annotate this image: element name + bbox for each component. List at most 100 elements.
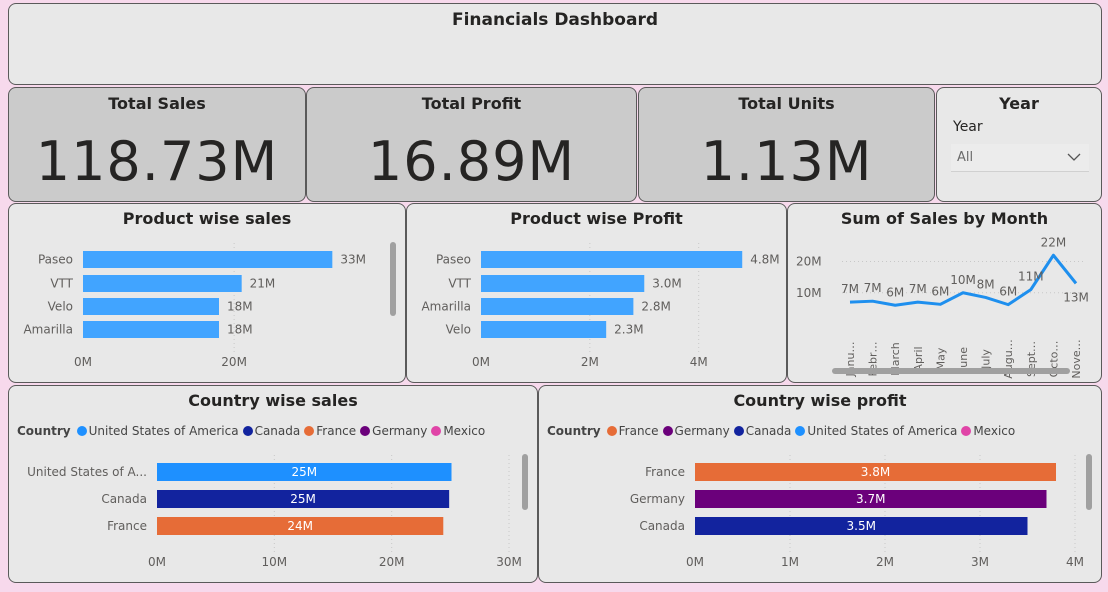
legend-item[interactable]: France: [606, 424, 659, 438]
series-line[interactable]: [849, 253, 1078, 307]
x-tick-label: 0M: [686, 555, 704, 569]
x-tick-label: July: [980, 349, 993, 370]
legend-dot-icon: [733, 426, 744, 436]
category-label: United States of A...: [27, 465, 147, 479]
country-sales-card[interactable]: Country wise sales Country United States…: [8, 385, 538, 583]
legend-label: Germany: [372, 424, 428, 438]
horizontal-scrollbar[interactable]: [832, 368, 1070, 374]
data-label: 18M: [227, 323, 253, 337]
kpi-total-units[interactable]: Total Units 1.13M: [638, 87, 935, 202]
legend: Country France Germany Canada United States…: [547, 424, 1019, 438]
legend-item[interactable]: United States of America: [795, 424, 957, 438]
data-label: 22M: [1041, 235, 1067, 249]
chart-title: Country wise sales: [188, 391, 358, 410]
year-dropdown[interactable]: All: [951, 144, 1089, 172]
bar[interactable]: [157, 463, 452, 481]
bar[interactable]: [83, 251, 333, 268]
data-label: 21M: [250, 277, 276, 291]
legend-title: Country: [17, 424, 71, 438]
bar[interactable]: [695, 517, 1028, 535]
kpi-total-sales[interactable]: Total Sales 118.73M: [8, 87, 306, 202]
bar[interactable]: [83, 275, 242, 292]
data-label: 4.8M: [750, 253, 779, 267]
x-tick-label: 30M: [496, 555, 522, 569]
x-tick-label: June: [957, 347, 970, 372]
x-tick-label: 2M: [876, 555, 894, 569]
x-tick-label: Febr…: [867, 342, 880, 377]
product-sales-card[interactable]: Product wise sales 0M 20M Paseo 33M VTT 21M Ve…: [8, 203, 406, 383]
legend-title: Country: [547, 424, 601, 438]
data-label: 6M: [999, 285, 1017, 299]
legend-item[interactable]: France: [304, 424, 356, 438]
data-label: 18M: [227, 300, 253, 314]
legend-label: France: [618, 424, 659, 438]
data-label: 24M: [287, 519, 313, 533]
x-tick-label: March: [889, 342, 902, 376]
country-profit-chart: 0M 1M 2M 3M 4M France 3.8M Germany 3.7M Canada 3.5…: [630, 455, 1084, 569]
bar[interactable]: [481, 298, 634, 315]
bar[interactable]: [481, 321, 607, 338]
x-tick-label: Nove…: [1070, 339, 1083, 378]
kpi-total-profit[interactable]: Total Profit 16.89M: [306, 87, 637, 202]
bar[interactable]: [481, 251, 743, 268]
category-label: Canada: [101, 492, 147, 506]
data-label: 3.5M: [847, 519, 876, 533]
bar[interactable]: [695, 463, 1056, 481]
legend-dot-icon: [304, 426, 315, 436]
kpi-label: Total Units: [738, 94, 835, 113]
legend-item[interactable]: United States of America: [76, 424, 239, 438]
country-sales-chart: 0M 10M 20M 30M United States of A... 25M Canad…: [27, 455, 522, 569]
x-tick-label: 4M: [690, 355, 708, 369]
bar[interactable]: [83, 321, 219, 338]
sales-by-month-chart: 10M20M7MJanu…7MFebr…6MMarch7MApril6MMay1…: [796, 235, 1089, 378]
legend-label: Canada: [745, 424, 792, 438]
kpi-value: 1.13M: [700, 130, 873, 193]
kpi-value: 16.89M: [367, 130, 576, 193]
legend-item[interactable]: Germany: [360, 424, 427, 438]
header-card: Financials Dashboard: [8, 3, 1102, 85]
x-tick-label: April: [912, 346, 925, 371]
x-tick-label: 2M: [581, 355, 599, 369]
sales-by-month-card[interactable]: Sum of Sales by Month 10M 20M 7M Janu… 7M Feb…: [787, 203, 1102, 383]
data-label: 7M: [909, 282, 927, 296]
legend-dot-icon: [360, 426, 371, 436]
vertical-scrollbar[interactable]: [390, 242, 396, 316]
product-profit-chart: 0M 2M 4M Paseo 4.8M VTT 3.0M Amarilla 2.8M Velo 2.…: [421, 243, 780, 369]
kpi-label: Total Sales: [108, 94, 206, 113]
bar[interactable]: [83, 298, 219, 315]
category-label: France: [645, 465, 685, 479]
legend-dot-icon: [242, 426, 253, 436]
category-label: VTT: [448, 277, 471, 291]
chart-title: Product wise sales: [122, 209, 292, 228]
y-tick-label: 20M: [796, 255, 822, 269]
category-label: VTT: [50, 277, 73, 291]
year-slicer-card: Year Year All: [936, 87, 1102, 202]
category-label: Velo: [48, 300, 73, 314]
country-profit-card[interactable]: Country wise profit Country France German…: [538, 385, 1102, 583]
year-dropdown-value: All: [957, 150, 974, 165]
legend-item[interactable]: Canada: [242, 424, 301, 438]
x-tick-label: 3M: [971, 555, 989, 569]
bar[interactable]: [157, 517, 444, 535]
category-label: Paseo: [436, 253, 471, 267]
x-tick-label: 20M: [379, 555, 405, 569]
x-tick-label: 0M: [148, 555, 166, 569]
vertical-scrollbar[interactable]: [522, 454, 528, 510]
product-profit-card[interactable]: Product wise Profit 0M 2M 4M Paseo 4.8M VTT 3.…: [406, 203, 787, 383]
legend-item[interactable]: Germany: [662, 424, 730, 438]
legend-item[interactable]: Mexico: [431, 424, 485, 438]
category-label: Germany: [630, 492, 685, 506]
product-sales-chart: 0M 20M Paseo 33M VTT 21M Velo 18M Amarilla 18M: [23, 243, 366, 369]
bar[interactable]: [481, 275, 645, 292]
data-label: 25M: [291, 465, 317, 479]
data-label: 10M: [950, 273, 976, 287]
legend-item[interactable]: Canada: [733, 424, 792, 438]
chart-title: Product wise Profit: [510, 209, 683, 228]
bar[interactable]: [695, 490, 1047, 508]
category-label: Amarilla: [421, 300, 471, 314]
legend-label: Canada: [254, 424, 301, 438]
vertical-scrollbar[interactable]: [1086, 454, 1092, 510]
legend-item[interactable]: Mexico: [961, 424, 1015, 438]
legend: Country United States of America Canada Fr…: [17, 424, 489, 438]
bar[interactable]: [157, 490, 450, 508]
